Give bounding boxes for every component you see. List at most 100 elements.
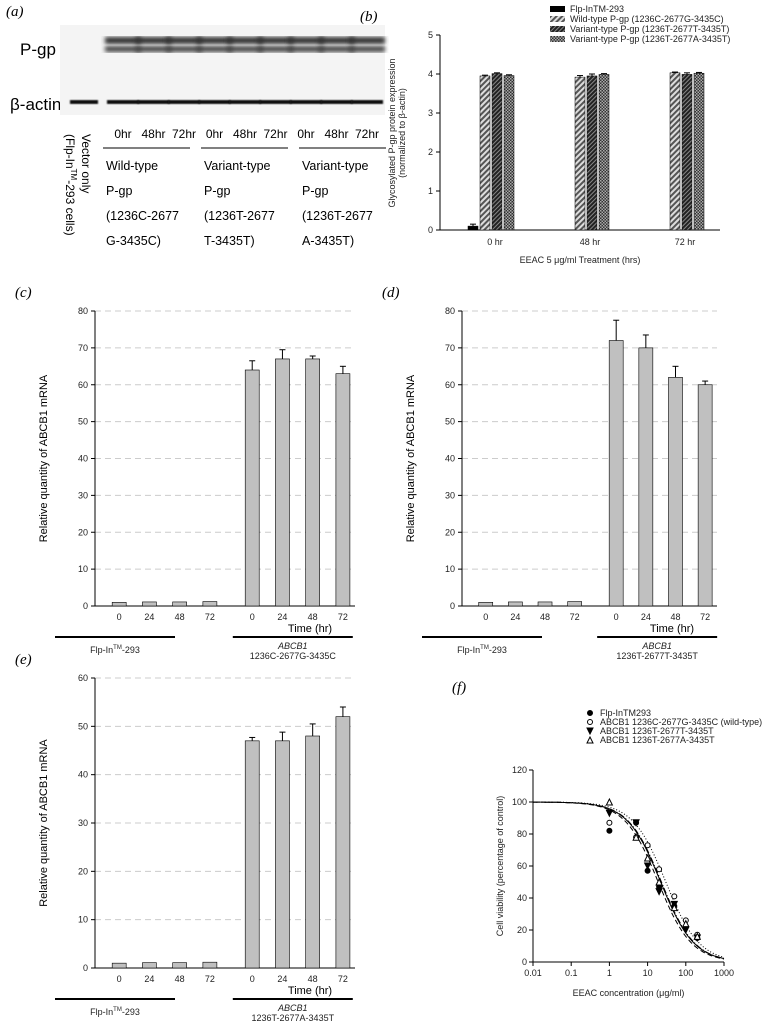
lane-label: 72hr [172, 127, 196, 141]
group-label: Flp-InTM-293 [90, 645, 140, 655]
x-tick-label: 48 [175, 612, 185, 622]
bar [608, 340, 624, 607]
pgp-band [166, 46, 202, 52]
legend-swatch [550, 36, 565, 42]
bar [111, 962, 127, 969]
actin-band [290, 100, 322, 104]
x-tick-label: 24 [641, 612, 651, 622]
x-tick-label: 72 [700, 612, 710, 622]
x-axis-label: Time (hr) [288, 985, 332, 997]
bar [598, 74, 610, 231]
panel-d-chart: (d) 0 10 20 30 40 50 60 70 80 Relative quantity of… [382, 285, 718, 661]
y-tick-label: 2 [428, 147, 433, 157]
y-tick-label: 4 [428, 69, 433, 79]
pgp-band [227, 46, 263, 52]
x-tick-label: 24 [144, 974, 154, 984]
data-point [670, 903, 679, 912]
lane-label: 0hr [114, 127, 131, 141]
actin-row-label: β-actin [10, 95, 61, 114]
group-label: Flp-InTM-293 [90, 1007, 140, 1017]
fit-curve [533, 801, 725, 959]
data-point [671, 893, 678, 900]
bar [467, 225, 479, 231]
group-sublabel: 1236T-2677A-3435T [252, 1013, 335, 1023]
lane-label: 48hr [233, 127, 257, 141]
pgp-band [318, 46, 355, 52]
y-tick-label: 0 [522, 957, 527, 967]
group-label: ABCB1 [277, 641, 308, 651]
x-tick-label: 1000 [714, 968, 734, 978]
pgp-band [135, 37, 172, 44]
group-label: ABCB1 [277, 1003, 308, 1013]
group-sublabel: 1236T-2677T-3435T [616, 651, 698, 661]
x-tick-label: 0 [483, 612, 488, 622]
y-tick-label: 50 [78, 417, 88, 427]
y-tick-label: 80 [78, 306, 88, 316]
pgp-band [196, 46, 233, 52]
legend-entry: ABCB1 1236C-2677G-3435C (wild-type) [600, 717, 762, 727]
y-tick-label: 30 [445, 490, 455, 500]
bar [172, 962, 187, 969]
data-point [655, 877, 663, 886]
bar [275, 740, 290, 969]
data-point [587, 710, 593, 716]
group-sublabel: 1236C-2677G-3435C [250, 651, 337, 661]
bar [508, 601, 523, 607]
x-tick-label: 24 [144, 612, 154, 622]
panel-letter: (f) [452, 680, 466, 696]
group-label: Variant-type [302, 159, 369, 173]
pgp-band [257, 37, 294, 44]
data-point [644, 842, 651, 849]
x-tick-label: 72 [570, 612, 580, 622]
pgp-band [288, 46, 324, 52]
bar [142, 962, 157, 969]
y-tick-label: 10 [78, 915, 88, 925]
x-tick-label: 48 [540, 612, 550, 622]
x-tick-label: 48 [670, 612, 680, 622]
y-tick-label: 50 [445, 417, 455, 427]
group-label: G-3435C) [106, 234, 161, 248]
group-label: A-3435T) [302, 234, 354, 248]
axes [94, 311, 355, 607]
group-label: T-3435T) [204, 234, 255, 248]
vector-cells-label: (Flp-InTM-293 cells) [63, 134, 78, 236]
pgp-band [288, 37, 324, 44]
pgp-band [196, 37, 233, 44]
bar [335, 716, 351, 969]
legend-entry: Flp-InTM-293 [570, 4, 624, 14]
pgp-band [349, 37, 385, 44]
y-tick-label: 70 [78, 343, 88, 353]
legend-swatch [550, 16, 565, 22]
x-tick-label: 72 [205, 974, 215, 984]
lane-label: 48hr [141, 127, 165, 141]
bar [586, 75, 598, 231]
y-tick-label: 40 [445, 454, 455, 464]
vector-only-label: Vector only [79, 134, 93, 193]
data-point [605, 809, 614, 818]
panel-e-chart: (e) 0 10 20 30 40 50 60 Relative quantity of ABC… [15, 652, 355, 1023]
actin-band [351, 100, 383, 104]
bar [478, 602, 494, 607]
panel-b-chart: (b) 0 1 2 3 4 5 Glycosylated P-gp protein expre… [360, 4, 730, 265]
data-point [586, 727, 594, 736]
actin-band [168, 100, 200, 104]
x-tick-label: 72 hr [675, 237, 696, 247]
y-tick-label: 10 [445, 564, 455, 574]
data-point [656, 866, 663, 873]
x-tick-label: 0 [250, 974, 255, 984]
bar [491, 73, 503, 231]
y-tick-label: 10 [78, 564, 88, 574]
pgp-band [227, 37, 263, 44]
bar [202, 961, 218, 969]
legend-entry: Variant-type P-gp (1236T-2677A-3435T) [570, 34, 730, 44]
axes [94, 678, 355, 969]
legend-entry: ABCB1 1236T-2677T-3435T [600, 726, 714, 736]
bar [697, 384, 713, 607]
data-point [632, 833, 640, 841]
y-tick-label: 40 [78, 454, 88, 464]
x-tick-label: 1 [607, 968, 612, 978]
actin-band [107, 100, 139, 104]
axes [461, 311, 717, 607]
x-tick-label: 24 [277, 974, 287, 984]
group-label: Wild-type [106, 159, 158, 173]
